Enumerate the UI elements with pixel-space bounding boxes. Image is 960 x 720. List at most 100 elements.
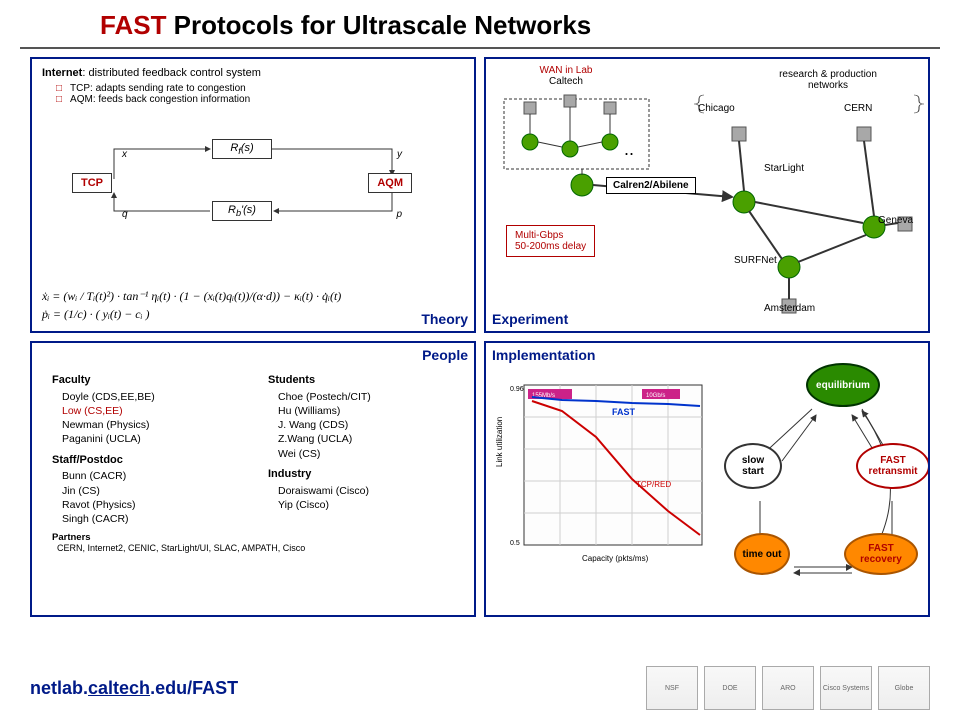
staff-1: Jin (CS) bbox=[52, 484, 248, 498]
industry-list: Doraiswami (Cisco) Yip (Cisco) bbox=[268, 484, 464, 512]
sig-y: y bbox=[397, 149, 402, 160]
page-title: FAST Protocols for Ultrascale Networks bbox=[0, 0, 960, 47]
svg-text:TCP/RED: TCP/RED bbox=[636, 480, 671, 489]
partners-label: Partners bbox=[52, 532, 91, 543]
eqn-2: ṗᵢ = (1/c) · ( yᵢ(t) − cᵢ ) bbox=[42, 305, 341, 323]
state-recov: FAST recovery bbox=[844, 533, 918, 575]
box-rf: Rf(s) bbox=[212, 139, 272, 159]
panel-people: People Faculty Doyle (CDS,EE,BE) Low (CS… bbox=[30, 341, 476, 617]
svg-text:FAST: FAST bbox=[612, 407, 636, 417]
people-columns: Faculty Doyle (CDS,EE,BE) Low (CS,EE) Ne… bbox=[32, 343, 474, 526]
label-theory: Theory bbox=[421, 311, 468, 327]
quad-grid: Internet: distributed feedback control s… bbox=[0, 57, 960, 617]
chart-xlabel: Capacity (pkts/ms) bbox=[582, 554, 649, 563]
title-fast: FAST bbox=[100, 10, 166, 40]
theory-heading-rest: : distributed feedback control system bbox=[82, 67, 261, 79]
state-eq: equilibrium bbox=[806, 363, 880, 407]
panel-theory: Internet: distributed feedback control s… bbox=[30, 57, 476, 333]
footer-logos: NSF DOE ARO Cisco Systems Globe bbox=[646, 666, 930, 710]
staff-list: Bunn (CACR) Jin (CS) Ravot (Physics) Sin… bbox=[52, 469, 248, 526]
chart-10g: 10Gb/s bbox=[646, 393, 665, 399]
theory-bullets: TCP: adapts sending rate to congestion A… bbox=[42, 79, 464, 105]
box-rb: Rb'(s) bbox=[212, 201, 272, 221]
theory-block-diagram: TCP AQM Rf(s) Rb'(s) x y q p bbox=[72, 139, 432, 229]
panel-experiment: WAN in Lab Caltech research & production… bbox=[484, 57, 930, 333]
staff-title: Staff/Postdoc bbox=[52, 453, 248, 468]
state-slow: slow start bbox=[724, 443, 782, 489]
people-col-right: Students Choe (Postech/CIT) Hu (Williams… bbox=[268, 367, 464, 526]
multi-gbps-box: Multi-Gbps 50-200ms delay bbox=[506, 225, 595, 257]
industry-0: Doraiswami (Cisco) bbox=[268, 484, 464, 498]
url-post: .edu/FAST bbox=[150, 678, 238, 698]
students-1: Hu (Williams) bbox=[268, 404, 464, 418]
faculty-0: Doyle (CDS,EE,BE) bbox=[52, 390, 248, 404]
faculty-3: Paganini (UCLA) bbox=[52, 432, 248, 446]
lbl-cern: CERN bbox=[844, 103, 872, 114]
logo-cisco: Cisco Systems bbox=[820, 666, 872, 710]
title-rule bbox=[20, 47, 940, 49]
multi-line-1: Multi-Gbps bbox=[515, 230, 586, 241]
faculty-list: Doyle (CDS,EE,BE) Low (CS,EE) Newman (Ph… bbox=[52, 390, 248, 447]
sig-q: q bbox=[122, 209, 128, 220]
wan-in-lab-title: WAN in Lab bbox=[516, 65, 616, 76]
label-experiment: Experiment bbox=[492, 311, 568, 327]
logo-nsf: NSF bbox=[646, 666, 698, 710]
lbl-geneva: Geneva bbox=[878, 215, 913, 226]
state-retx: FAST retransmit bbox=[856, 443, 930, 489]
students-list: Choe (Postech/CIT) Hu (Williams) J. Wang… bbox=[268, 390, 464, 461]
faculty-2: Newman (Physics) bbox=[52, 418, 248, 432]
students-3: Z.Wang (UCLA) bbox=[268, 432, 464, 446]
lbl-surfnet: SURFNet bbox=[734, 255, 777, 266]
url-mid: caltech bbox=[88, 678, 150, 698]
wan-in-lab: WAN in Lab Caltech bbox=[516, 65, 616, 87]
lbl-chicago: Chicago bbox=[698, 103, 735, 114]
logo-aro: ARO bbox=[762, 666, 814, 710]
faculty-title: Faculty bbox=[52, 373, 248, 388]
title-rest: Protocols for Ultrascale Networks bbox=[166, 10, 591, 40]
industry-title: Industry bbox=[268, 467, 464, 482]
bullet-aqm: AQM: feeds back congestion information bbox=[56, 94, 464, 105]
lbl-amsterdam: Amsterdam bbox=[764, 303, 815, 314]
students-2: J. Wang (CDS) bbox=[268, 418, 464, 432]
url-pre: netlab. bbox=[30, 678, 88, 698]
wan-caltech: Caltech bbox=[516, 76, 616, 87]
chart-ylabel: Link utilization bbox=[495, 417, 504, 467]
students-4: Wei (CS) bbox=[268, 447, 464, 461]
logo-globe: Globe bbox=[878, 666, 930, 710]
industry-1: Yip (Cisco) bbox=[268, 498, 464, 512]
partners-list: CERN, Internet2, CENIC, StarLight/UI, SL… bbox=[57, 543, 305, 553]
label-implementation: Implementation bbox=[492, 347, 595, 363]
logo-doe: DOE bbox=[704, 666, 756, 710]
staff-2: Ravot (Physics) bbox=[52, 498, 248, 512]
multi-line-2: 50-200ms delay bbox=[515, 241, 586, 252]
box-aqm: AQM bbox=[368, 173, 412, 193]
students-0: Choe (Postech/CIT) bbox=[268, 390, 464, 404]
faculty-1: Low (CS,EE) bbox=[52, 404, 248, 418]
wan-mini-nodes: .. bbox=[522, 95, 634, 159]
theory-heading-bold: Internet bbox=[42, 67, 82, 79]
svg-text:0.5: 0.5 bbox=[510, 540, 520, 547]
footer: netlab.caltech.edu/FAST NSF DOE ARO Cisc… bbox=[0, 666, 960, 710]
impl-chart: 155Mb/s 10Gb/s FAST TCP/RED Link utiliza… bbox=[492, 367, 712, 577]
sig-p: p bbox=[396, 209, 402, 220]
svg-text:..: .. bbox=[624, 139, 634, 159]
partners: Partners CERN, Internet2, CENIC, StarLig… bbox=[32, 526, 474, 553]
state-timeout: time out bbox=[734, 533, 790, 575]
bullet-tcp: TCP: adapts sending rate to congestion bbox=[56, 83, 464, 94]
theory-heading: Internet: distributed feedback control s… bbox=[32, 59, 474, 109]
experiment-topology: .. bbox=[494, 87, 924, 317]
label-people: People bbox=[422, 347, 468, 363]
staff-3: Singh (CACR) bbox=[52, 512, 248, 526]
staff-0: Bunn (CACR) bbox=[52, 469, 248, 483]
calren-box: Calren2/Abilene bbox=[606, 177, 696, 194]
svg-text:0.96: 0.96 bbox=[510, 386, 524, 393]
students-title: Students bbox=[268, 373, 464, 388]
footer-url[interactable]: netlab.caltech.edu/FAST bbox=[30, 678, 238, 699]
people-col-left: Faculty Doyle (CDS,EE,BE) Low (CS,EE) Ne… bbox=[52, 367, 248, 526]
sig-x: x bbox=[122, 149, 127, 160]
panel-implementation: Implementation 155Mb/s 10Gb/s FAST TCP/R… bbox=[484, 341, 930, 617]
theory-equations: ẋᵢ = (wᵢ / Tᵢ(t)²) · tan⁻¹ ηᵢ(t) · (1 − … bbox=[42, 287, 341, 323]
lbl-starlight: StarLight bbox=[764, 163, 804, 174]
eqn-1: ẋᵢ = (wᵢ / Tᵢ(t)²) · tan⁻¹ ηᵢ(t) · (1 − … bbox=[42, 287, 341, 305]
box-tcp: TCP bbox=[72, 173, 112, 193]
